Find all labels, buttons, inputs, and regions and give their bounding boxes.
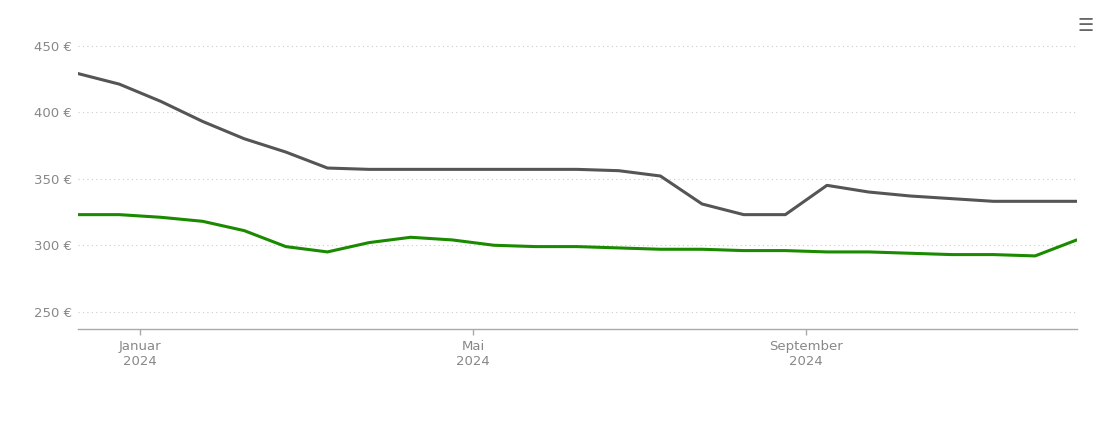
Text: ☰: ☰ [1077, 17, 1093, 35]
